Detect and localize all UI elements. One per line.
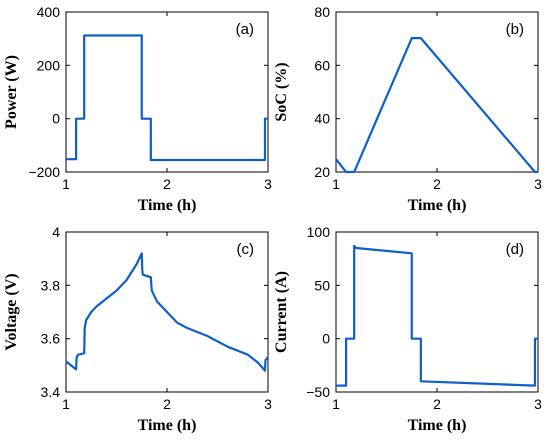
- y-tick-label: 0: [322, 331, 330, 347]
- panel-label: (a): [236, 21, 254, 38]
- panel-label: (d): [506, 241, 524, 258]
- y-tick-label: 400: [37, 4, 61, 20]
- y-axis-label: Voltage (V): [3, 273, 20, 350]
- y-tick-label: 3.8: [41, 277, 61, 293]
- series-line: [336, 244, 538, 387]
- panel-label: (c): [237, 241, 255, 258]
- y-tick-label: 3.6: [41, 331, 61, 347]
- y-tick-label: 20: [314, 164, 330, 180]
- x-tick-label: 3: [264, 176, 272, 192]
- y-tick-label: 40: [314, 111, 330, 127]
- x-axis-label: Time (h): [138, 417, 197, 434]
- x-tick-label: 3: [264, 396, 272, 412]
- y-axis-label: Current (A): [273, 271, 290, 353]
- y-tick-label: 200: [37, 57, 61, 73]
- x-tick-label: 2: [163, 176, 171, 192]
- y-tick-label: 80: [314, 4, 330, 20]
- x-axis-label: Time (h): [138, 197, 197, 214]
- y-tick-label: −200: [28, 164, 60, 180]
- series-line: [66, 34, 268, 162]
- series-line: [335, 37, 538, 174]
- x-axis-label: Time (h): [408, 417, 467, 434]
- x-tick-label: 1: [62, 396, 70, 412]
- y-axis-label: Power (W): [3, 55, 20, 129]
- x-tick-label: 3: [534, 176, 542, 192]
- y-tick-label: 60: [314, 57, 330, 73]
- x-axis-label: Time (h): [408, 197, 467, 214]
- x-tick-label: 3: [534, 396, 542, 412]
- x-tick-label: 2: [433, 396, 441, 412]
- panel-label: (b): [506, 21, 524, 38]
- x-tick-label: 2: [433, 176, 441, 192]
- y-tick-label: 100: [307, 224, 331, 240]
- y-axis-label: SoC (%): [273, 62, 290, 121]
- y-tick-label: 0: [52, 111, 60, 127]
- x-tick-label: 1: [332, 396, 340, 412]
- x-tick-label: 1: [332, 176, 340, 192]
- y-tick-label: 3.4: [41, 384, 61, 400]
- y-tick-label: 50: [314, 277, 330, 293]
- x-tick-label: 1: [62, 176, 70, 192]
- y-tick-label: 4: [52, 224, 60, 240]
- x-tick-label: 2: [163, 396, 171, 412]
- series-line: [65, 252, 269, 372]
- y-tick-label: −50: [306, 384, 330, 400]
